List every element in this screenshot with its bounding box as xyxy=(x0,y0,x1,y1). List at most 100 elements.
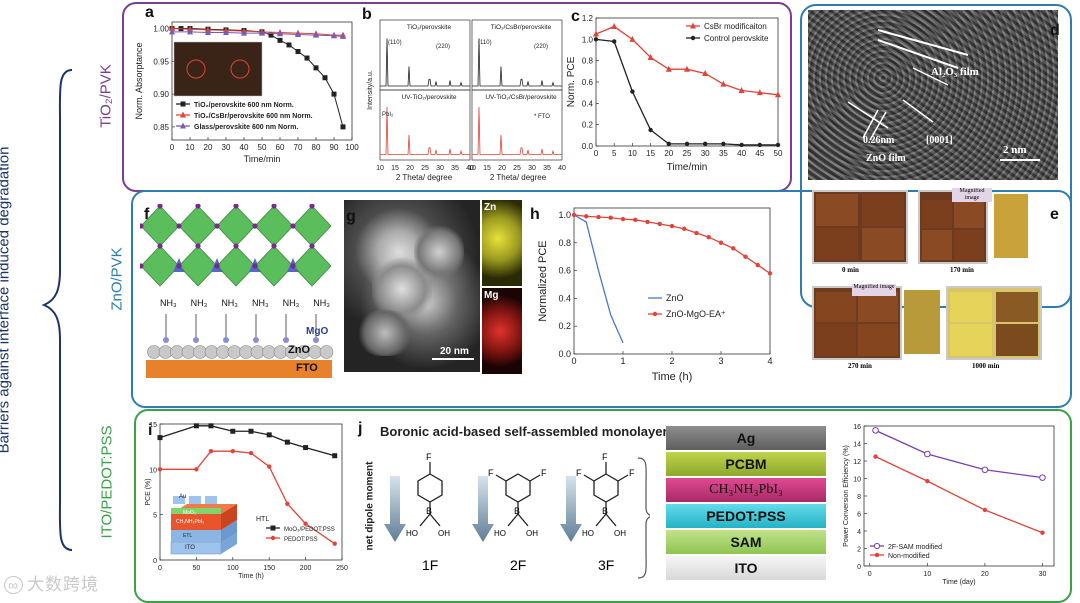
atom-b-1: B xyxy=(426,506,432,516)
x-axis-label-a: Time/min xyxy=(244,154,281,164)
y-tick-label-h-1: 0.2 xyxy=(558,321,571,331)
legend-marker-i-0 xyxy=(270,525,276,531)
atom-top-0-2 xyxy=(233,204,239,209)
y-tick-label-a-2: 0.95 xyxy=(153,57,169,66)
point-h-1-2 xyxy=(596,214,601,220)
x-tick-label-i-0: 0 xyxy=(158,565,162,572)
octahedron-1-1 xyxy=(178,245,218,287)
panel-letter-c: c xyxy=(571,8,580,25)
point-a-1-0 xyxy=(169,25,175,32)
xrd-x-tick-left-0: 10 xyxy=(376,165,384,172)
point-c-0-8 xyxy=(738,87,745,94)
series-line-k-0 xyxy=(875,429,1043,479)
atom-top-0-0 xyxy=(157,204,163,209)
point-a-0-9 xyxy=(286,42,292,48)
xrd-subplot-3 xyxy=(471,89,563,161)
legend-label-a-0: TiO₂/perovskite 600 nm Norm. xyxy=(194,102,294,109)
legend-label-a-2: Glass/perovskite 600 nm Norm. xyxy=(194,124,298,131)
octahedron-0-0 xyxy=(140,205,180,247)
y-tick-label-i-3: 15 xyxy=(149,422,157,429)
xrd-annot-3: (220) xyxy=(534,44,548,50)
photo-270min-magnified xyxy=(904,290,940,354)
x-tick-label-c-9: 45 xyxy=(755,149,764,158)
xrd-x-tick-left-1: 15 xyxy=(391,165,399,172)
x-tick-label-k-2: 20 xyxy=(981,571,989,578)
point-a-2-0 xyxy=(169,28,175,35)
xrd-x-tick-left-5: 35 xyxy=(451,165,459,172)
xrd-x-tick-right-5: 35 xyxy=(543,165,551,172)
legend-marker-a-2 xyxy=(180,122,186,129)
atom-left-1-0 xyxy=(140,263,144,269)
legend-marker-c-0 xyxy=(690,22,696,29)
point-h-1-3 xyxy=(608,215,613,220)
point-i-1-3 xyxy=(230,449,235,454)
atom-f-1: F xyxy=(426,452,432,462)
atom-top-1-1 xyxy=(195,243,201,249)
point-h-1-14 xyxy=(743,254,748,259)
point-i-0-8 xyxy=(332,453,338,459)
y-tick-label-h-4: 0.8 xyxy=(558,238,571,248)
x-axis-label-h: Time (h) xyxy=(652,371,693,383)
xrd-annot-4: PbI₂ xyxy=(382,112,394,118)
point-c-1-1 xyxy=(612,39,617,44)
atom-top-0-1 xyxy=(195,204,201,209)
y-tick-label-k-4: 8 xyxy=(857,494,861,501)
atom-left-1-4 xyxy=(290,263,296,269)
point-i-0-1 xyxy=(193,423,199,429)
zno-sphere-5 xyxy=(204,345,219,359)
xrd-trace-1 xyxy=(472,38,562,87)
y-tick-label-i-0: 0 xyxy=(153,558,157,565)
point-c-0-6 xyxy=(702,69,709,76)
row-label-zno: ZnO/PVK xyxy=(108,247,126,311)
x-tick-label-k-3: 30 xyxy=(1039,571,1047,578)
zno-sphere-9 xyxy=(250,345,265,359)
x-tick-label-h-0: 0 xyxy=(571,356,576,366)
stack-i-ito: ITO xyxy=(185,545,195,551)
xrd-x-tick-right-2: 20 xyxy=(498,165,506,172)
x-axis-label-k: Time (day) xyxy=(942,579,975,586)
y-tick-label-k-2: 4 xyxy=(857,529,861,536)
y-axis-label-a: Norm. Absorptance xyxy=(134,42,144,119)
photo-170min-magnified xyxy=(994,194,1028,258)
zno-sphere-11 xyxy=(273,345,288,359)
point-a-2-2 xyxy=(205,28,211,35)
legend-marker-h-1 xyxy=(652,311,658,317)
atom-ho-2: HO xyxy=(494,529,506,538)
atom-ho-1: HO xyxy=(406,529,418,538)
point-k-0-3 xyxy=(1039,474,1046,481)
point-a-2-9 xyxy=(331,32,337,39)
mgo-site-4 xyxy=(283,337,289,343)
atom-f-6: F xyxy=(629,468,635,478)
xrd-x-tick-left-6: 40 xyxy=(466,165,474,172)
curly-brace xyxy=(41,69,73,551)
legend-label-k-0: 2F-SAM modified xyxy=(888,544,942,551)
layer-ito: ITO xyxy=(666,556,826,580)
x-tick-label-a-8: 80 xyxy=(312,143,321,152)
y-tick-label-k-1: 2 xyxy=(857,547,861,554)
xrd-x-label-right: 2 Theta/ degree xyxy=(490,173,547,182)
point-a-0-13 xyxy=(322,75,328,81)
point-a-0-8 xyxy=(277,37,283,43)
tem-label-al2o3: Al₂O₃ film xyxy=(931,66,979,78)
atom-top-1-3 xyxy=(271,243,277,249)
legend-label-h-1: ZnO-MgO-EA⁺ xyxy=(666,309,726,319)
y-axis-label-c: Norm. PCE xyxy=(566,56,577,107)
point-c-0-7 xyxy=(720,80,727,87)
photo-1000min-label: 1000 min xyxy=(972,362,1000,370)
y-tick-label-k-5: 10 xyxy=(853,477,861,484)
octahedron-1-2 xyxy=(216,245,256,287)
octahedron-0-3 xyxy=(254,205,294,247)
y-tick-label-k-3: 6 xyxy=(857,512,861,519)
point-i-0-7 xyxy=(303,445,309,451)
panel-letter-b: b xyxy=(362,6,372,23)
watermark-icon: ∞ xyxy=(4,576,23,594)
point-c-1-5 xyxy=(684,141,690,147)
y-tick-label-c-5: 1.0 xyxy=(582,35,594,44)
zno-sphere-2 xyxy=(170,345,184,359)
x-tick-label-c-0: 0 xyxy=(594,149,599,158)
device-stack-illustration xyxy=(170,496,238,555)
x-tick-label-c-6: 30 xyxy=(701,149,710,158)
zno-sphere-4 xyxy=(193,345,207,359)
stack-i-perovskite: CH₃NH₃PbI₃ xyxy=(176,519,205,525)
x-tick-label-c-5: 25 xyxy=(683,149,692,158)
